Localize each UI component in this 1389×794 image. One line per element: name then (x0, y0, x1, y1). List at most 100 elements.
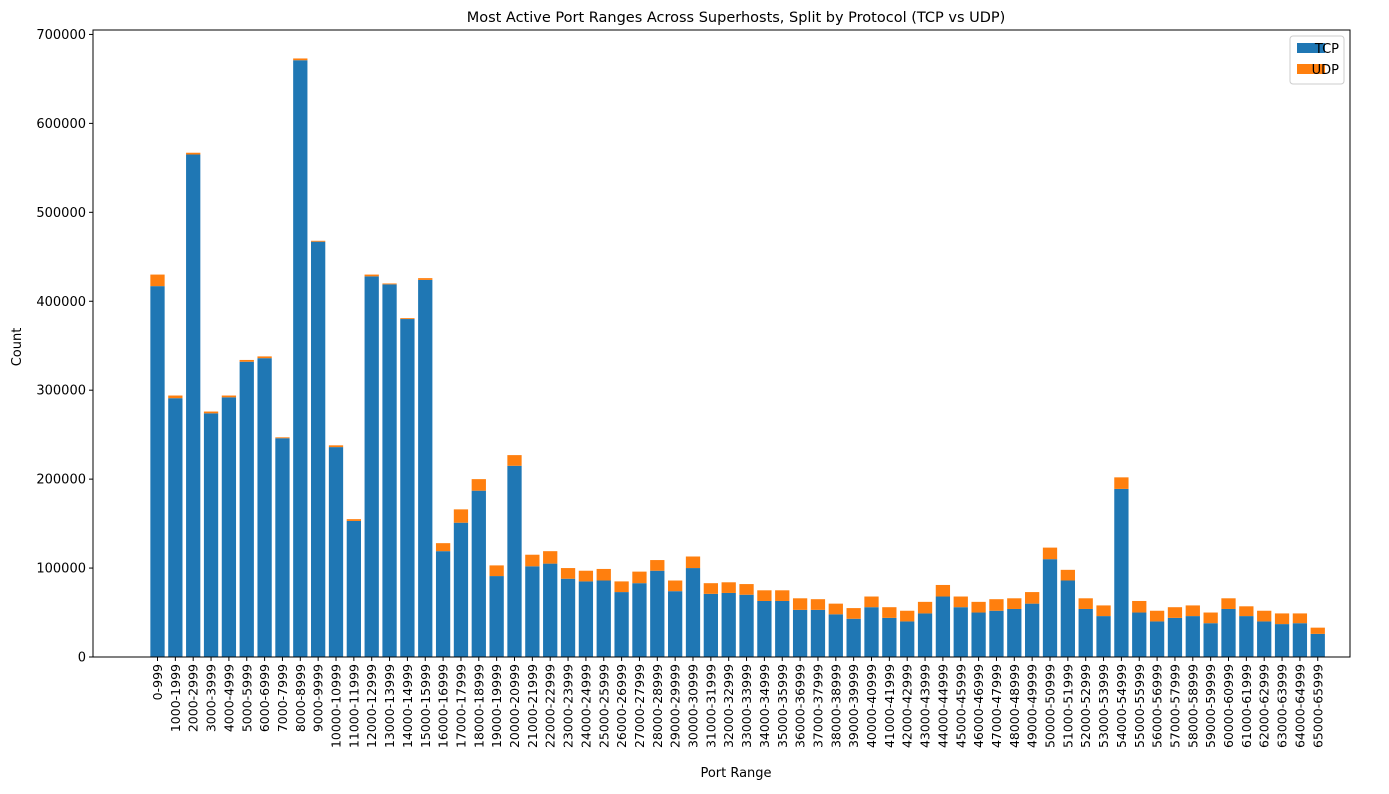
x-tick-label: 7000-7999 (275, 664, 290, 732)
bar-udp-35000-35999 (775, 590, 790, 601)
x-tick-label: 28000-28999 (650, 664, 665, 748)
x-tick-label: 3000-3999 (204, 664, 219, 732)
bar-tcp-8000-8999 (293, 60, 308, 658)
bars-layer (150, 58, 1325, 658)
bar-tcp-49000-49999 (1025, 603, 1040, 657)
bar-udp-48000-48999 (1007, 598, 1022, 609)
bar-tcp-47000-47999 (989, 610, 1004, 657)
bar-udp-7000-7999 (275, 437, 290, 439)
y-tick-label: 400000 (36, 295, 86, 310)
x-tick-label: 19000-19999 (489, 664, 504, 748)
bar-tcp-5000-5999 (239, 361, 254, 657)
x-tick-label: 42000-42999 (900, 664, 915, 748)
bar-tcp-29000-29999 (668, 591, 683, 657)
bar-tcp-56000-56999 (1149, 621, 1165, 657)
bar-tcp-60000-60999 (1221, 608, 1236, 657)
bar-udp-29000-29999 (668, 580, 683, 592)
bar-udp-0-999 (150, 274, 165, 287)
bar-tcp-36000-36999 (792, 609, 808, 657)
y-tick-label: 600000 (36, 117, 86, 132)
bar-udp-32000-32999 (721, 582, 736, 593)
bar-tcp-54000-54999 (1114, 488, 1129, 657)
bar-udp-37000-37999 (810, 599, 826, 610)
x-tick-label: 11000-11999 (346, 664, 361, 748)
x-tick-label: 24000-24999 (578, 664, 593, 748)
legend-label-udp: UDP (1312, 63, 1340, 78)
bar-udp-38000-38999 (828, 603, 843, 615)
bar-tcp-14000-14999 (400, 319, 415, 657)
bar-udp-41000-41999 (882, 607, 897, 618)
bar-tcp-21000-21999 (525, 566, 540, 657)
bar-udp-14000-14999 (400, 318, 415, 320)
bar-tcp-2000-2999 (186, 154, 201, 657)
bar-tcp-17000-17999 (453, 522, 469, 657)
bar-tcp-50000-50999 (1042, 559, 1058, 657)
x-tick-label: 27000-27999 (632, 664, 647, 748)
x-tick-label: 10000-10999 (329, 664, 344, 748)
bar-tcp-25000-25999 (596, 580, 611, 657)
bar-udp-26000-26999 (614, 581, 629, 593)
bar-udp-58000-58999 (1185, 605, 1200, 617)
bar-tcp-22000-22999 (543, 563, 558, 657)
x-tick-label: 26000-26999 (614, 664, 629, 748)
bar-udp-40000-40999 (864, 596, 879, 608)
bar-udp-8000-8999 (293, 58, 308, 61)
bar-tcp-51000-51999 (1060, 580, 1075, 657)
y-tick-label: 0 (78, 651, 86, 666)
bar-udp-10000-10999 (328, 445, 344, 448)
bar-udp-63000-63999 (1274, 613, 1290, 625)
bar-tcp-1000-1999 (168, 398, 183, 657)
bar-tcp-15000-15999 (418, 279, 433, 657)
bar-tcp-44000-44999 (935, 596, 951, 657)
bar-udp-47000-47999 (989, 599, 1004, 611)
bar-tcp-6000-6999 (257, 358, 272, 657)
legend-swatch-tcp (1297, 43, 1325, 53)
bar-udp-5000-5999 (239, 359, 254, 362)
bar-tcp-13000-13999 (382, 284, 397, 657)
x-tick-label: 13000-13999 (382, 664, 397, 748)
x-tick-label: 64000-64999 (1292, 664, 1307, 748)
bar-udp-3000-3999 (203, 411, 219, 414)
x-tick-label: 30000-30999 (686, 664, 701, 748)
x-tick-label: 18000-18999 (471, 664, 486, 748)
bar-udp-39000-39999 (846, 608, 861, 619)
x-tick-label: 55000-55999 (1132, 664, 1147, 748)
y-tick-label: 200000 (36, 473, 86, 488)
x-tick-label: 20000-20999 (507, 664, 522, 748)
bar-udp-6000-6999 (257, 356, 272, 359)
x-axis-label: Port Range (700, 766, 771, 781)
bar-udp-34000-34999 (757, 590, 772, 601)
x-tick-label: 58000-58999 (1185, 664, 1200, 748)
x-tick-label: 34000-34999 (757, 664, 772, 748)
bar-tcp-23000-23999 (560, 578, 576, 657)
bar-udp-51000-51999 (1060, 569, 1075, 581)
bar-udp-24000-24999 (578, 570, 594, 582)
x-tick-label: 51000-51999 (1060, 664, 1075, 748)
x-tick-label: 1000-1999 (168, 664, 183, 732)
bar-udp-45000-45999 (953, 596, 968, 608)
x-tick-label: 47000-47999 (989, 664, 1004, 748)
bar-udp-1000-1999 (168, 395, 183, 399)
bar-tcp-32000-32999 (721, 592, 736, 657)
bar-tcp-55000-55999 (1132, 612, 1147, 657)
bar-tcp-9000-9999 (311, 241, 326, 658)
x-tick-label: 60000-60999 (1221, 664, 1236, 748)
bar-tcp-34000-34999 (757, 600, 772, 657)
x-tick-label: 35000-35999 (775, 664, 790, 748)
x-tick-label: 32000-32999 (721, 664, 736, 748)
bar-udp-4000-4999 (221, 395, 237, 398)
bar-udp-11000-11999 (346, 519, 361, 521)
x-tick-label: 23000-23999 (561, 664, 576, 748)
bar-udp-36000-36999 (792, 598, 808, 610)
x-tick-label: 37000-37999 (810, 664, 825, 748)
bar-udp-33000-33999 (739, 584, 754, 595)
bar-tcp-24000-24999 (578, 581, 594, 657)
bar-tcp-39000-39999 (846, 618, 861, 657)
x-tick-label: 12000-12999 (364, 664, 379, 748)
bar-udp-18000-18999 (471, 479, 486, 491)
bar-tcp-37000-37999 (810, 609, 826, 657)
x-tick-label: 5000-5999 (239, 664, 254, 732)
x-tick-label: 46000-46999 (971, 664, 986, 748)
